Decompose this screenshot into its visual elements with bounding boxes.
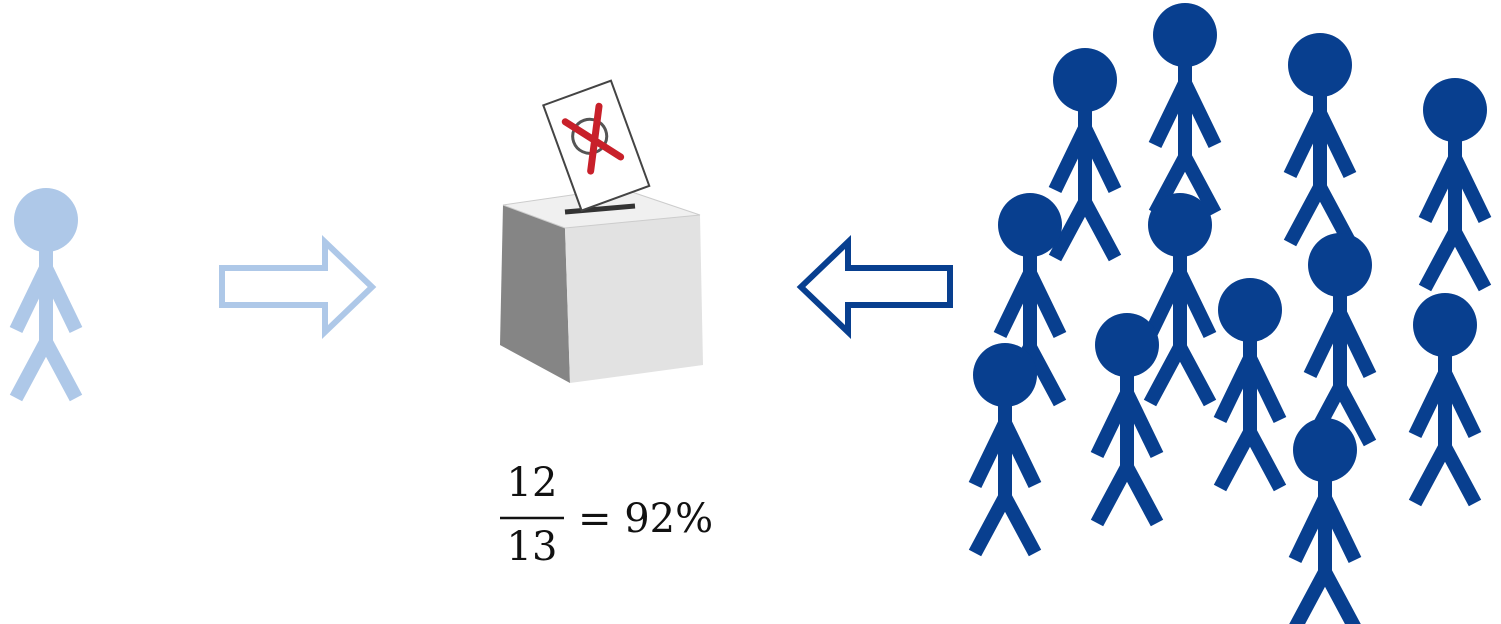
voter xyxy=(973,343,1037,553)
voter xyxy=(1153,3,1217,213)
numerator: 12 xyxy=(507,460,558,506)
voter xyxy=(1288,33,1352,243)
voter xyxy=(1423,78,1487,288)
voter xyxy=(1293,418,1357,624)
denominator: 13 xyxy=(507,524,558,570)
voter xyxy=(1218,278,1282,488)
voter xyxy=(1053,48,1117,258)
crowd xyxy=(973,3,1487,624)
arrow-left xyxy=(801,242,950,332)
voter xyxy=(1095,313,1159,523)
voter xyxy=(1413,293,1477,503)
voter xyxy=(1148,193,1212,403)
voter xyxy=(1308,233,1372,443)
single-voter xyxy=(14,188,78,398)
ballot-box xyxy=(500,81,703,383)
result: = 92% xyxy=(578,496,713,542)
arrow-right xyxy=(222,242,372,332)
diagram: 12 13 = 92% xyxy=(0,0,1501,624)
